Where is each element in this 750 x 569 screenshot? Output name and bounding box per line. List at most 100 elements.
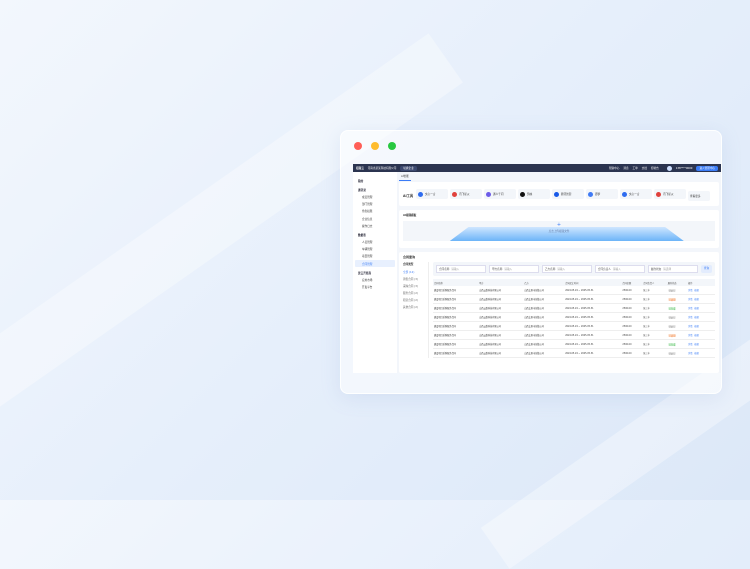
filter-field[interactable]: 合同名称 请输入 (436, 265, 486, 273)
filter-field[interactable]: 甲方名称 请输入 (488, 265, 539, 273)
ai-tool-icon (452, 191, 458, 197)
nav-link[interactable]: 消息 (623, 167, 629, 170)
table-cell: 建设项目采购服务合同 (433, 321, 479, 331)
sidebar-item[interactable]: 我的 (358, 179, 364, 183)
edit-link[interactable]: 编辑 (694, 343, 699, 346)
ai-tool-button[interactable]: 腾讯智影 (552, 189, 585, 199)
cell-text: 2500.00 (622, 297, 632, 301)
ai-tool-button[interactable]: 文心一言 (620, 189, 653, 199)
contract-type-item[interactable]: 采购合同 (3) (403, 284, 418, 288)
user-name[interactable]: 138****0000 (675, 166, 693, 170)
cell-text: 山西云数科技有限公司 (479, 307, 501, 310)
nav-link[interactable]: 帮助中心 (608, 167, 620, 170)
table-cell: 2500.00 (621, 294, 643, 304)
sidebar-item[interactable]: 应用市场 (362, 279, 373, 283)
ai-tool-button[interactable]: 讯飞星火 (450, 189, 483, 199)
edit-link[interactable]: 编辑 (694, 298, 699, 301)
close-window-button[interactable] (354, 142, 362, 150)
sidebar-item[interactable]: 成员管理 (362, 195, 373, 199)
maximize-window-button[interactable] (388, 142, 396, 150)
sidebar-item[interactable]: 景云开发商 (358, 271, 371, 275)
cell-text: 张三丰 (643, 307, 650, 310)
table-actions: 详情 编辑 (687, 330, 715, 340)
ai-tool-button[interactable]: 通义千问 (484, 189, 517, 199)
cell-text: 2024.05.24 ~ 2025.05.31 (565, 306, 594, 310)
detail-link[interactable]: 详情 (688, 289, 693, 292)
table-cell: 2500.00 (621, 321, 643, 331)
edit-link[interactable]: 编辑 (694, 352, 699, 355)
detail-link[interactable]: 详情 (688, 298, 693, 301)
ai-tool-button[interactable]: 讯飞星火 (654, 189, 687, 199)
cell-text: 山西云数科技有限公司 (479, 289, 501, 292)
contract-type-item[interactable]: 全部 (12) (403, 270, 415, 274)
ai-tool-label: 讯飞星火 (663, 193, 674, 196)
table-cell: 2024.05.24 ~ 2025.05.31 (564, 294, 622, 304)
sidebar-item[interactable]: 角色权限 (362, 210, 373, 214)
edit-link[interactable]: 编辑 (694, 325, 699, 328)
table-actions: 详情 编辑 (687, 286, 715, 295)
table-row: 建设项目采购服务合同 山西云数科技有限公司 山西太原市创维公司 2024.05.24 … (433, 330, 715, 340)
ai-tool-label: 文心一言 (629, 193, 640, 196)
nav-link[interactable]: 工单 (632, 167, 638, 170)
sidebar-item[interactable]: 车辆管理 (362, 248, 373, 252)
table-cell: 山西太原市创维公司 (523, 339, 565, 349)
nav-link[interactable]: 控制台 (650, 167, 659, 170)
edit-link[interactable]: 编辑 (694, 307, 699, 310)
status-badge: 待执行 (667, 351, 677, 356)
sidebar-item[interactable]: 操作日志 (362, 224, 373, 228)
sidebar-item[interactable]: 开发平台 (362, 286, 373, 290)
tab-ai[interactable]: AI智能 (399, 172, 411, 181)
filter-field[interactable]: 合同负责人 请输入 (594, 265, 645, 273)
cell-text: 2500.00 (622, 342, 632, 346)
edit-link[interactable]: 编辑 (694, 316, 699, 319)
table-cell: 2024.05.24 ~ 2025.05.31 (564, 303, 622, 313)
switch-company-button[interactable]: 切换企业 (400, 165, 417, 171)
contract-type-item[interactable]: 服务合同 (2) (403, 291, 418, 295)
admin-center-button[interactable]: 进入管理中心 (696, 165, 718, 171)
sidebar-item[interactable]: 人员管理 (362, 241, 373, 245)
upload-icon: + (556, 222, 562, 228)
minimize-window-button[interactable] (371, 142, 379, 150)
avatar[interactable] (666, 165, 672, 171)
ai-tools-card: AI工具 文心一言 讯飞星火 通义千问 剪映 腾讯智影 即梦 文心一言 讯飞星火 查看更多 (399, 182, 719, 206)
ai-tool-button[interactable]: 文心一言 (416, 189, 449, 199)
detail-link[interactable]: 详情 (688, 307, 693, 310)
detail-link[interactable]: 详情 (688, 343, 693, 346)
search-button[interactable]: 查询 (700, 265, 713, 273)
upload-area[interactable]: + 点击上传视频文件 (403, 221, 715, 241)
table-cell: 山西太原市创维公司 (523, 286, 565, 295)
sidebar-item[interactable]: 通讯录 (358, 188, 366, 192)
table-cell: 已逾期 (666, 294, 688, 304)
contract-type-item[interactable]: 租赁合同 (2) (403, 298, 418, 302)
edit-link[interactable]: 编辑 (694, 334, 699, 337)
sidebar-item[interactable]: 合同管理 (355, 260, 395, 268)
edit-link[interactable]: 编辑 (694, 289, 699, 292)
ai-tool-button[interactable]: 即梦 (586, 189, 619, 199)
sidebar-item[interactable]: 企业信息 (362, 217, 373, 221)
nav-link[interactable]: 文档 (641, 167, 647, 170)
table-actions: 详情 编辑 (687, 303, 715, 313)
sidebar-item[interactable]: 数据表 (358, 233, 366, 237)
cell-text: 2500.00 (622, 351, 632, 355)
table-cell: 张三丰 (642, 330, 667, 340)
cell-text: 建设项目采购服务合同 (434, 289, 456, 292)
filter-label: 甲方名称 (491, 268, 503, 271)
ai-tool-button[interactable]: 剪映 (518, 189, 551, 199)
filter-label: 乙方名称 (544, 268, 556, 271)
contract-type-item[interactable]: 销售合同 (3) (403, 277, 418, 281)
contract-type-item[interactable]: 其他合同 (2) (403, 305, 418, 309)
cell-text: 2500.00 (622, 288, 632, 292)
detail-link[interactable]: 详情 (688, 334, 693, 337)
cell-text: 2024.05.24 ~ 2025.05.31 (565, 333, 594, 337)
detail-link[interactable]: 详情 (688, 316, 693, 319)
filter-field[interactable]: 乙方名称 请输入 (541, 265, 592, 273)
filter-field[interactable]: 履约状态 请选择 (647, 265, 698, 273)
table-cell: 2024.05.24 ~ 2025.05.31 (564, 339, 622, 349)
sidebar-item[interactable]: 部门管理 (362, 203, 373, 207)
cell-text: 张三丰 (643, 334, 650, 337)
more-tools-button[interactable]: 查看更多 (688, 190, 711, 201)
detail-link[interactable]: 详情 (688, 325, 693, 328)
sidebar-item[interactable]: 项目管理 (362, 255, 373, 259)
detail-link[interactable]: 详情 (688, 352, 693, 355)
table-cell: 2500.00 (621, 303, 643, 313)
